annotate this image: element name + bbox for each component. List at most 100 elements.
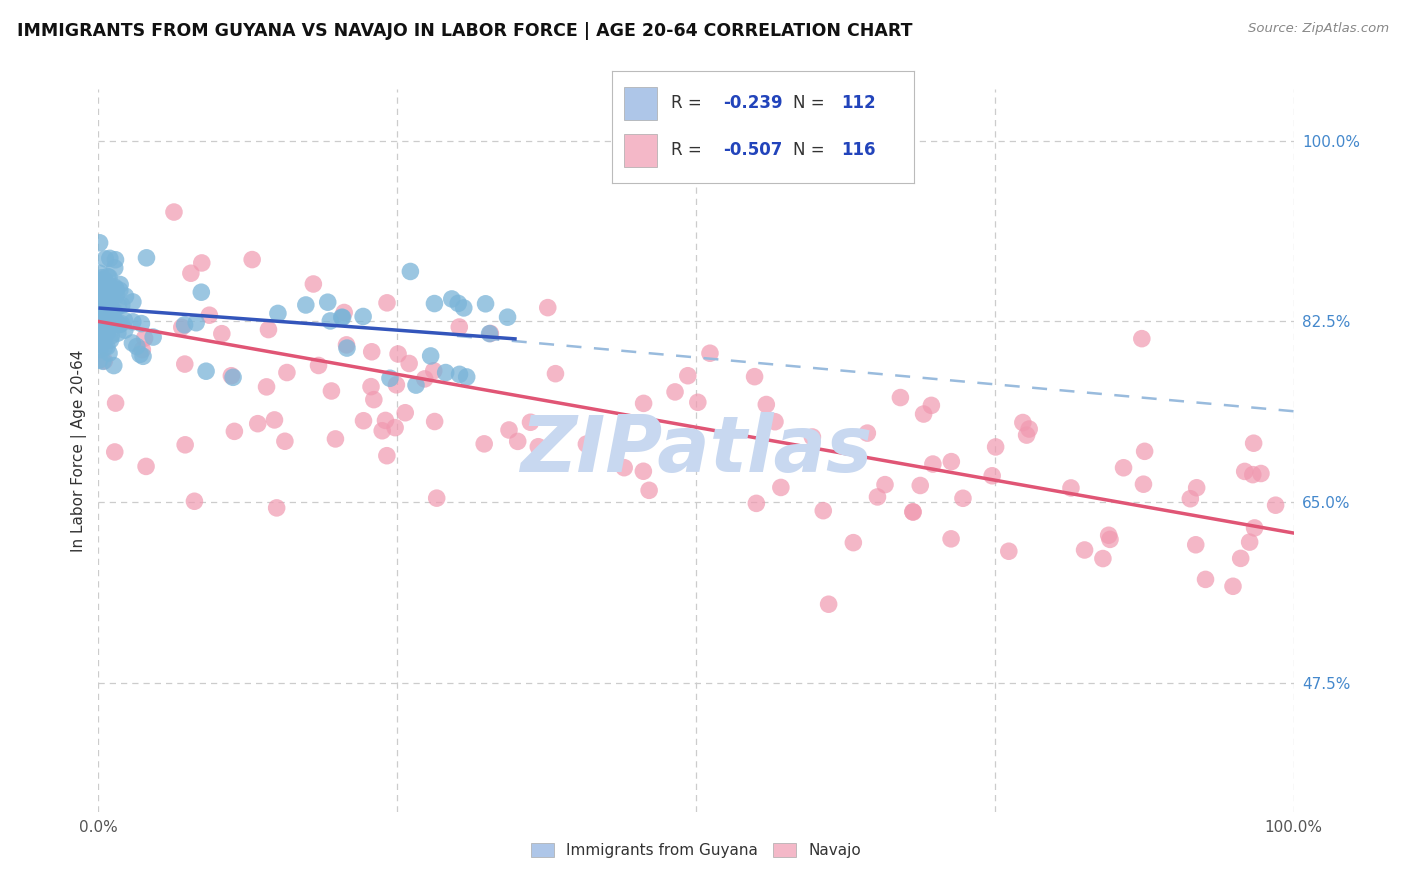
Point: [1011, 416, 1033, 430]
Point: [98, 270, 121, 285]
Point: [96, 322, 118, 336]
Point: [456, 370, 478, 384]
Point: [686, 395, 709, 409]
Point: [191, 256, 214, 270]
Point: [96, 311, 118, 326]
Point: [745, 496, 768, 510]
Point: [224, 425, 246, 439]
Point: [330, 310, 353, 325]
Point: [131, 343, 153, 357]
Point: [89, 307, 111, 321]
Point: [434, 366, 457, 380]
Point: [266, 500, 288, 515]
Point: [375, 449, 398, 463]
Point: [1180, 491, 1202, 506]
Legend: Immigrants from Guyana, Navajo: Immigrants from Guyana, Navajo: [531, 843, 860, 858]
Point: [101, 310, 124, 325]
Point: [399, 264, 422, 278]
Point: [1184, 538, 1206, 552]
Point: [1241, 467, 1264, 482]
Text: 116: 116: [841, 141, 876, 159]
Y-axis label: In Labor Force | Age 20-64: In Labor Force | Age 20-64: [72, 350, 87, 551]
Point: [90, 273, 112, 287]
Point: [478, 326, 501, 341]
Point: [308, 359, 330, 373]
Point: [94, 274, 117, 288]
Point: [121, 335, 143, 350]
Point: [103, 304, 125, 318]
Point: [198, 308, 221, 322]
Point: [98, 284, 121, 298]
Point: [91, 354, 114, 368]
Point: [121, 315, 143, 329]
Point: [496, 310, 519, 325]
Point: [575, 437, 598, 451]
Point: [423, 296, 446, 310]
Point: [94, 252, 117, 266]
Point: [94, 317, 117, 331]
Point: [1229, 551, 1251, 566]
Point: [1073, 543, 1095, 558]
Point: [744, 369, 766, 384]
Point: [426, 491, 449, 505]
Point: [91, 289, 114, 303]
Point: [856, 426, 879, 441]
Point: [131, 317, 153, 331]
Point: [941, 455, 963, 469]
Point: [1060, 481, 1083, 495]
Point: [114, 289, 136, 303]
Point: [132, 349, 155, 363]
Point: [472, 437, 495, 451]
Point: [1239, 535, 1261, 549]
Point: [479, 326, 502, 341]
Point: [89, 326, 111, 340]
Point: [104, 260, 127, 275]
Point: [371, 424, 394, 438]
Text: N =: N =: [793, 95, 830, 112]
Text: -0.507: -0.507: [724, 141, 783, 159]
Point: [1018, 422, 1040, 436]
Point: [91, 320, 114, 334]
Point: [246, 417, 269, 431]
Point: [952, 491, 974, 506]
Point: [763, 415, 786, 429]
Point: [125, 339, 148, 353]
Point: [256, 380, 278, 394]
Text: R =: R =: [671, 95, 707, 112]
Point: [190, 285, 212, 300]
Point: [801, 430, 824, 444]
Point: [274, 434, 297, 449]
Point: [912, 407, 935, 421]
Point: [910, 478, 932, 492]
Point: [633, 464, 655, 478]
Point: [316, 295, 339, 310]
Point: [939, 532, 962, 546]
Point: [89, 295, 111, 310]
Point: [1233, 464, 1256, 478]
Point: [638, 483, 661, 498]
Point: [699, 346, 721, 360]
Point: [96, 325, 118, 339]
Point: [89, 285, 111, 299]
Point: [423, 415, 446, 429]
Point: [107, 318, 129, 332]
Point: [98, 346, 121, 360]
Point: [353, 414, 375, 428]
Point: [98, 252, 121, 266]
Text: ZIPatlas: ZIPatlas: [520, 412, 872, 489]
Point: [901, 505, 924, 519]
Point: [96, 279, 118, 293]
Point: [394, 406, 416, 420]
Point: [105, 316, 128, 330]
Point: [180, 266, 202, 280]
Point: [449, 320, 471, 334]
Point: [419, 349, 441, 363]
Point: [90, 287, 112, 301]
Point: [276, 366, 298, 380]
Point: [89, 314, 111, 328]
Point: [1130, 332, 1153, 346]
Point: [96, 340, 118, 354]
Point: [1015, 428, 1038, 442]
Point: [90, 337, 112, 351]
Point: [93, 273, 115, 287]
